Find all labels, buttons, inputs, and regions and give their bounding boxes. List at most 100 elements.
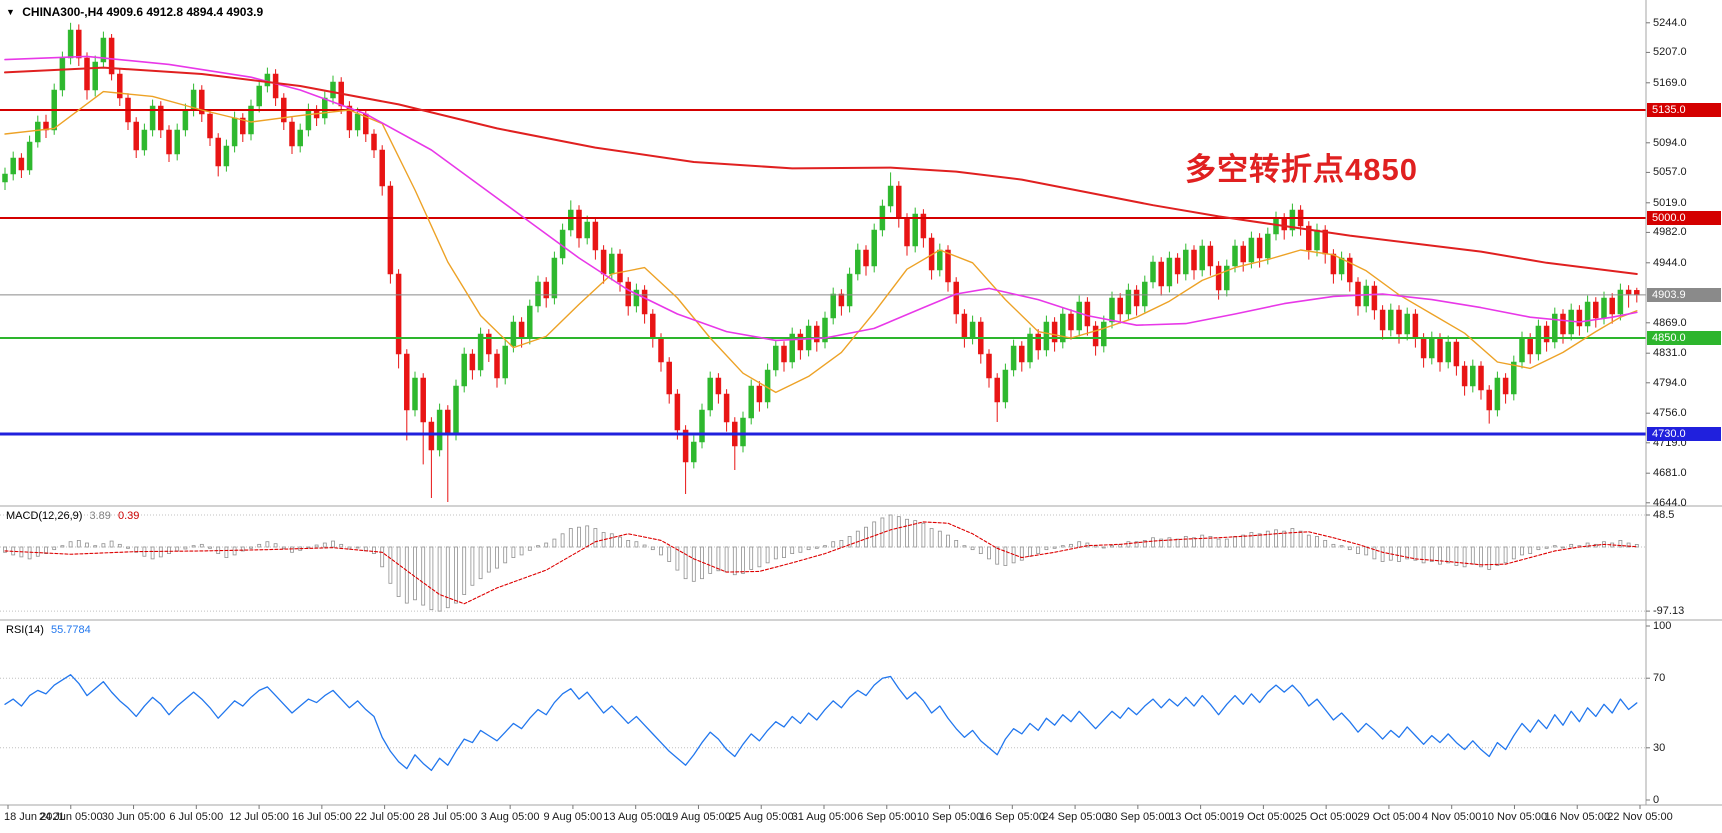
candle-body [756,385,763,403]
macd-histogram-bar [527,546,532,551]
symbol-dropdown-icon[interactable]: ▼ [6,7,15,17]
candle-body [379,149,385,187]
price-tick-label: 4756.0 [1653,407,1687,420]
candle-body [871,229,877,267]
candle-body [199,89,205,115]
candle-body [477,333,484,371]
candle-body [1109,297,1115,323]
candle-body [1019,345,1025,363]
candle-body [1347,257,1353,283]
candle-body [1166,257,1173,287]
macd-histogram-bar [790,546,795,554]
macd-histogram-bar [1192,537,1196,548]
macd-histogram-bar [331,540,335,548]
candle-body [1486,389,1492,411]
candle-body [682,429,689,463]
macd-histogram-bar [568,528,573,548]
macd-histogram-bar [1446,546,1451,564]
macd-histogram-bar [782,546,786,558]
rsi-tick-label: 30 [1653,741,1666,754]
candle-body [1355,281,1361,307]
candle-body [346,105,353,131]
macd-histogram-bar [1405,546,1410,560]
macd-histogram-bar [618,536,622,548]
candle-body [1388,309,1394,331]
candle-body [1240,245,1246,263]
macd-histogram-bar [306,546,311,549]
macd-histogram-bar [462,546,467,595]
macd-histogram-bar [44,546,48,554]
time-tick-label: 9 Aug 05:00 [543,811,603,823]
candle-body [1445,341,1451,363]
macd-histogram-bar [691,546,696,582]
macd-histogram-bar [888,514,893,548]
macd-histogram-bar [183,546,188,550]
macd-histogram-bar [27,546,32,560]
candle-body [797,333,804,351]
macd-histogram-bar [1019,546,1024,561]
macd-histogram-bar [68,541,73,548]
candle-body [84,57,90,91]
time-tick-label: 4 Nov 05:00 [1422,811,1482,823]
time-tick-label: 25 Aug 05:00 [728,811,794,823]
macd-histogram-bar [1101,546,1106,549]
time-tick-label: 22 Nov 05:00 [1607,811,1673,823]
macd-histogram-bar [1060,545,1065,548]
candle-body [133,121,139,151]
candle-body [1051,321,1058,343]
macd-histogram-bar [544,542,549,548]
macd-histogram-bar [109,540,114,548]
macd-histogram-bar [1561,546,1565,549]
price-tick-label: 5207.0 [1653,46,1687,59]
macd-histogram-bar [806,546,811,551]
price-tick-label: 5019.0 [1653,196,1687,209]
macd-histogram-bar [905,518,909,548]
price-tick-label: 4831.0 [1653,347,1687,360]
macd-histogram-bar [314,544,319,548]
candle-body [1593,301,1599,319]
candle-body [1002,369,1009,403]
candle-body [215,137,221,167]
macd-histogram-bar [134,546,139,553]
macd-histogram-bar [208,546,212,549]
candle-body [740,417,746,447]
macd-histogram-bar [1520,546,1524,556]
macd-histogram-bar [1372,546,1377,560]
candle-body [953,281,959,315]
candle-body [428,421,435,451]
time-tick-label: 16 Nov 05:00 [1544,811,1610,823]
candle-body [420,377,426,423]
time-tick-label: 19 Aug 05:00 [666,811,731,823]
candle-body [1576,309,1583,327]
macd-histogram-bar [388,546,393,584]
candle-body [1453,341,1460,367]
rsi-indicator-label: RSI(14) 55.7784 [6,624,95,636]
macd-histogram-bar [1167,537,1172,548]
macd-histogram-bar [634,541,639,548]
time-tick-label: 13 Oct 05:00 [1169,811,1233,823]
macd-histogram-bar [1356,546,1360,554]
macd-signal-line [4,521,1638,605]
candle-body [986,353,992,379]
symbol-name: CHINA300-,H4 [22,5,103,19]
macd-histogram-bar [60,545,65,548]
candle-body [576,209,582,239]
candle-body [1133,289,1140,307]
price-tick-label: 5057.0 [1653,166,1687,179]
candle-body [510,321,517,347]
time-tick-label: 29 Oct 05:00 [1357,811,1421,823]
candle-body [1552,313,1558,343]
macd-histogram-bar [626,540,631,548]
macd-histogram-bar [1282,530,1287,548]
price-level-badge: 5000.0 [1647,211,1721,225]
price-tick-label: 4869.0 [1653,316,1687,329]
candle-body [1609,297,1615,315]
candle-body [141,129,148,151]
macd-histogram-bar [1397,546,1401,562]
candle-body [117,73,123,99]
macd-histogram-bar [1036,546,1041,554]
macd-tick-label: -97.13 [1653,605,1685,618]
annotation-text[interactable]: 多空转折点4850 [1185,152,1418,187]
